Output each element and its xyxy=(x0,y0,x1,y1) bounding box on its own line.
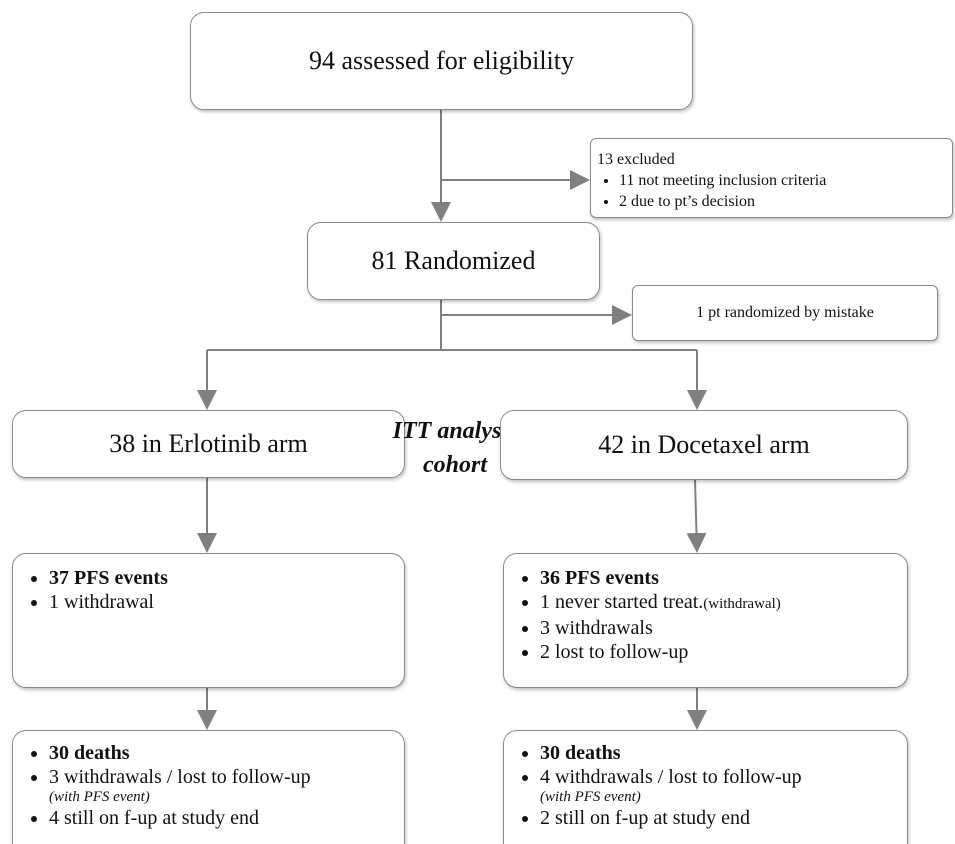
node-label: 38 in Erlotinib arm xyxy=(109,429,308,458)
list-item: 30 deaths xyxy=(49,741,404,765)
pfs-box: 37 PFS events 1 withdrawal xyxy=(12,553,405,688)
list-item: 1 withdrawal xyxy=(49,590,404,614)
item-text: 4 withdrawals / lost to follow-up xyxy=(540,766,802,788)
arrow xyxy=(686,479,707,553)
list-item: 36 PFS events xyxy=(540,566,907,590)
item-note: (with PFS event) xyxy=(49,789,150,805)
deaths-box: 30 deaths 3 withdrawals / lost to follow… xyxy=(12,730,405,844)
list-item: 2 lost to follow-up xyxy=(540,640,907,664)
node-label: 1 pt randomized by mistake xyxy=(696,304,874,321)
erlotinib-box: 38 in Erlotinib arm xyxy=(12,410,405,478)
list-item: 2 still on f-up at study end xyxy=(540,806,907,830)
list-item: 4 withdrawals / lost to follow-up(with P… xyxy=(540,765,907,806)
node-label: 13 excluded xyxy=(597,151,675,168)
item-text: 3 withdrawals / lost to follow-up xyxy=(49,766,311,788)
list-item: 11 not meeting inclusion criteria xyxy=(619,170,946,191)
docetaxel-box: 42 in Docetaxel arm xyxy=(500,410,908,480)
assessed-box: 94 assessed for eligibility xyxy=(190,12,693,110)
node-label: 42 in Docetaxel arm xyxy=(598,430,810,459)
deaths-box: 30 deaths 4 withdrawals / lost to follow… xyxy=(503,730,908,844)
randomized-box: 81 Randomized xyxy=(307,222,600,300)
list-item: 3 withdrawals xyxy=(540,616,907,640)
cohort-label: ITT analysis cohort xyxy=(392,418,518,478)
item-note: (with PFS event) xyxy=(540,789,641,805)
pfs-box: 36 PFS events 1 never started treat.(wit… xyxy=(503,553,908,688)
list-item: 2 due to pt’s decision xyxy=(619,191,946,212)
list-item: 4 still on f-up at study end xyxy=(49,806,404,830)
list-item: 37 PFS events xyxy=(49,566,404,590)
item-text: 1 never started treat. xyxy=(540,591,704,613)
node-label: 81 Randomized xyxy=(371,246,536,275)
list-item: 1 never started treat.(withdrawal) xyxy=(540,590,907,616)
node-label: 94 assessed for eligibility xyxy=(308,46,574,75)
list-item: 30 deaths xyxy=(540,741,907,765)
item-note: (withdrawal) xyxy=(703,596,781,612)
mistake-box: 1 pt randomized by mistake xyxy=(632,285,938,341)
list-item: 3 withdrawals / lost to follow-up(with P… xyxy=(49,765,404,806)
excluded-box: 13 excluded 11 not meeting inclusion cri… xyxy=(590,138,953,218)
